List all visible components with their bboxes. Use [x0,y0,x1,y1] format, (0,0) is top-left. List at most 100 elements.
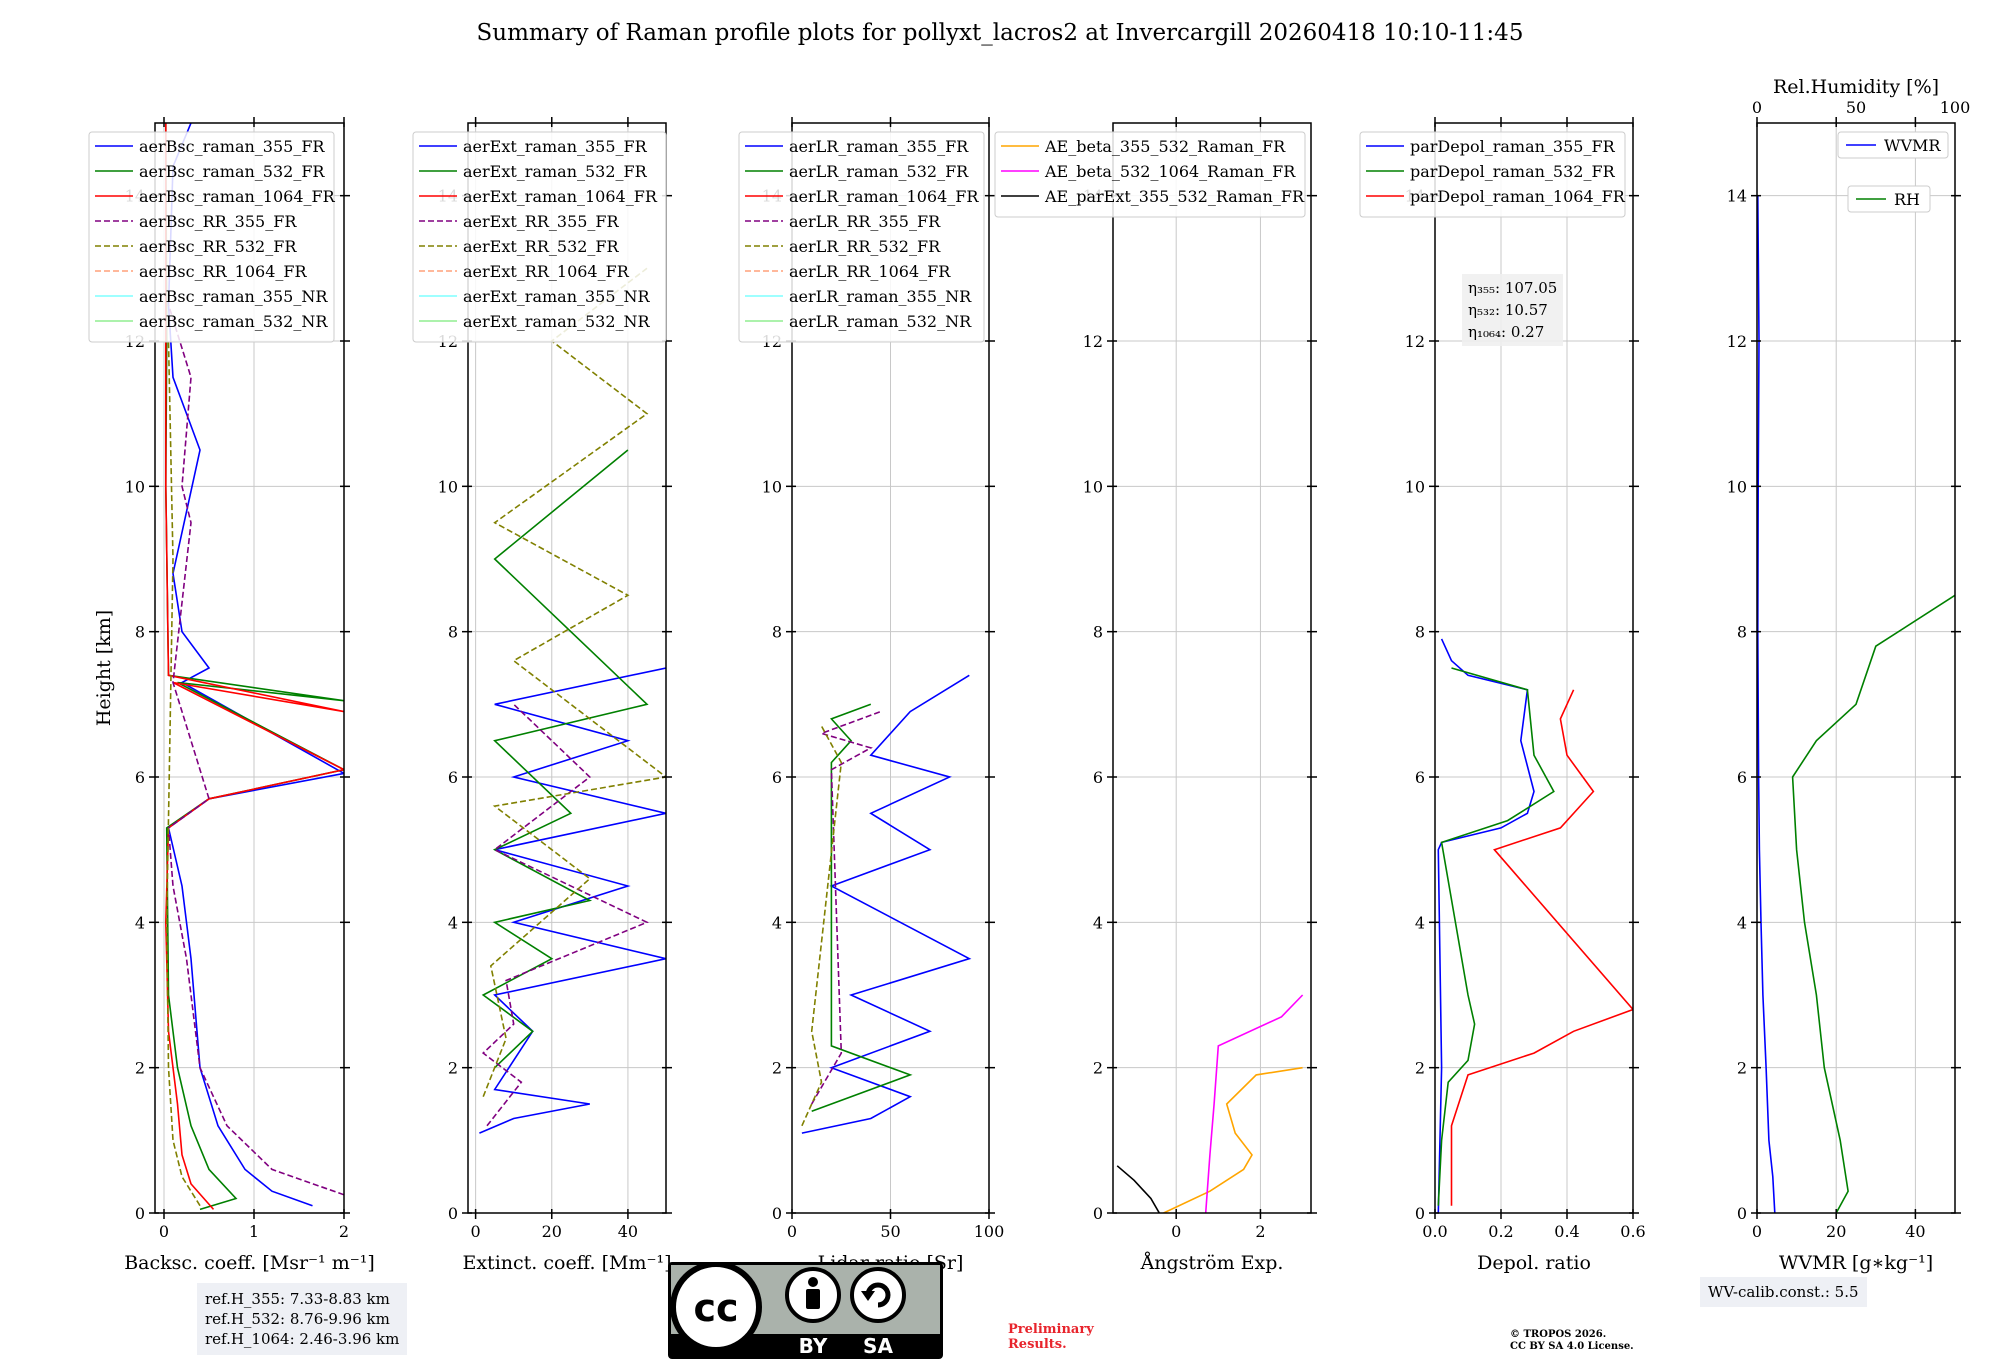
ytick-label: 12 [1727,332,1747,351]
ytick-label: 2 [448,1059,458,1078]
legend-label: aerExt_raman_355_NR [463,287,651,306]
y-axis-label: Height [km] [93,610,115,726]
series-group [1757,195,1955,1213]
series-AE_beta_355_532_Raman_FR [1163,1066,1303,1213]
legend-label: aerExt_RR_355_FR [463,212,620,231]
series-group [1116,994,1304,1213]
series-parDepol_raman_355_FR [1437,638,1535,1213]
legend-label: aerBsc_raman_355_NR [139,287,328,306]
ytick-label: 2 [772,1059,782,1078]
series-aerLR_RR_355_FR [811,710,881,1105]
legend-box [88,131,335,343]
series-aerBsc_RR_532_FR [165,340,201,1207]
copyright-line-1: © TROPOS 2026. [1510,1329,1607,1340]
legend: aerBsc_raman_355_FR aerBsc_raman_532_FRae… [88,131,336,343]
xtick-label: 40 [618,1222,638,1241]
ytick-label: 10 [438,477,458,496]
legend-label: parDepol_raman_355_FR [1410,137,1616,156]
ytick-label: 4 [1093,913,1103,932]
xtick-label: 0 [1171,1222,1181,1241]
preliminary-note: Preliminary Results. [1008,1322,1094,1352]
ytick-label: 6 [1737,768,1747,787]
series-group [1437,638,1633,1213]
ytick-label: 0 [772,1204,782,1223]
series-RH [1791,594,1955,1213]
legend-label: AE_beta_355_532_Raman_FR [1044,137,1286,156]
series-parDepol_raman_532_FR [1437,667,1555,1206]
legend-label: aerBsc_raman_1064_FR [139,187,336,206]
ytick-label: 10 [762,477,782,496]
eta-355: η₃₅₅: 107.05 [1468,279,1558,297]
xtick-label: 20 [1826,1222,1846,1241]
x-axis-label: Extinct. coeff. [Mm⁻¹] [462,1252,671,1274]
ytick-label: 10 [1405,477,1425,496]
legend-label: aerBsc_raman_532_NR [139,312,328,331]
x-axis-label: Backsc. coeff. [Msr⁻¹ m⁻¹] [124,1252,375,1274]
ytick-label: 6 [448,768,458,787]
legend-label: aerExt_raman_355_FR [463,137,648,156]
ytick-label: 8 [1737,623,1747,642]
ytick-label: 4 [1415,913,1425,932]
legend-label: aerLR_RR_532_FR [789,237,941,256]
legend-label: aerExt_raman_532_FR [463,162,648,181]
share-alike-icon [850,1267,906,1323]
ytick-label: 6 [1415,768,1425,787]
top-xtick-label: 0 [1752,98,1762,117]
legend-label: aerExt_raman_532_NR [463,312,651,331]
cc-icon [670,1262,762,1353]
xtick-label: 0 [787,1222,797,1241]
ytick-label: 6 [772,768,782,787]
xtick-label: 100 [974,1222,1005,1241]
top-xtick-label: 50 [1846,98,1866,117]
series-WVMR [1757,195,1776,1213]
copyright-line-2: CC BY SA 4.0 License. [1510,1341,1634,1352]
series-aerExt_RR_532_FR [482,267,666,1097]
preliminary-line-1: Preliminary [1008,1322,1094,1337]
top-xtick-label: 100 [1940,98,1971,117]
ytick-label: 8 [772,623,782,642]
ytick-label: 6 [135,768,145,787]
preliminary-line-2: Results. [1008,1337,1067,1352]
legend-label: WVMR [1884,136,1941,155]
ytick-label: 2 [1093,1059,1103,1078]
series-parDepol_raman_1064_FR [1450,689,1633,1206]
legend-box [994,131,1306,218]
legend: aerExt_raman_355_FR aerExt_raman_532_FRae… [412,131,667,343]
legend-label: aerLR_raman_355_NR [789,287,972,306]
ytick-label: 10 [1727,477,1747,496]
svg-text:cc: cc [693,1286,738,1330]
cc-license-badge: cc BY SA [668,1262,943,1359]
legend-box [1837,131,1949,159]
legend-label: aerLR_raman_1064_FR [789,187,979,206]
ytick-label: 6 [1093,768,1103,787]
legend-label: aerLR_raman_532_NR [789,312,972,331]
ytick-label: 0 [448,1204,458,1223]
by-label: BY [799,1334,828,1358]
sa-label: SA [863,1334,893,1358]
panel-wvmr: 0 2 4 6 8 10 12 14 0 20 40 WVMR [g∗kg⁻¹] Rel.Humidit… [1727,76,1971,1274]
panel-lidar_ratio: 02468101214050100Lidar ratio [Sr]aerLR_r… [738,117,1005,1274]
xtick-label: 0 [159,1222,169,1241]
legend-label: aerBsc_RR_355_FR [139,212,297,231]
series-AE_parExt_355_532_Raman_FR [1116,1165,1160,1213]
series-aerLR_RR_532_FR [801,725,843,1127]
legend-box [1847,185,1931,213]
axes-frame [1434,122,1634,1214]
legend-label: aerExt_raman_1064_FR [463,187,658,206]
ytick-label: 4 [772,913,782,932]
ytick-label: 8 [1415,623,1425,642]
ytick-label: 8 [135,623,145,642]
legend-label: RH [1894,190,1920,209]
ytick-label: 2 [135,1059,145,1078]
legend-label: aerBsc_raman_532_FR [139,162,325,181]
top-axis-label: Rel.Humidity [%] [1773,76,1939,98]
legend-label: aerBsc_raman_355_FR [139,137,325,156]
legend-label: aerLR_raman_355_FR [789,137,969,156]
x-axis-label: Depol. ratio [1477,1252,1591,1274]
legend-label: aerLR_RR_355_FR [789,212,941,231]
legend: AE_beta_355_532_Raman_FR AE_beta_532_1064… [994,131,1306,218]
legend-label: parDepol_raman_532_FR [1410,162,1616,181]
legend-box [1359,131,1626,218]
legend-label: aerExt_RR_1064_FR [463,262,630,281]
